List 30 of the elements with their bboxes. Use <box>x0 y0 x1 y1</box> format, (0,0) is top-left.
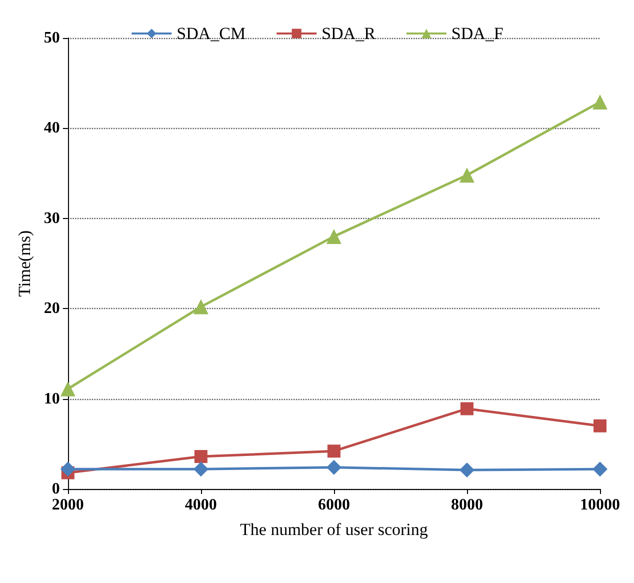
point <box>459 168 474 183</box>
y-tick-label: 0 <box>52 480 60 498</box>
point <box>60 381 76 396</box>
x-tick-label: 4000 <box>184 496 217 514</box>
x-axis-title: The number of user scoring <box>240 520 428 539</box>
x-tick-label: 8000 <box>450 496 483 514</box>
x-tick-label: 2000 <box>52 496 84 514</box>
point <box>193 299 208 314</box>
y-tick-label: 10 <box>44 390 60 408</box>
y-tick-label: 30 <box>44 210 60 227</box>
point <box>327 444 340 458</box>
point <box>193 462 208 477</box>
legend-label: SDA_F <box>451 24 504 43</box>
y-tick-label: 20 <box>44 300 60 318</box>
point <box>194 450 208 464</box>
y-tick-label: 50 <box>44 30 60 46</box>
legend-label: SDA_R <box>322 24 376 43</box>
point <box>459 462 474 478</box>
y-axis-title: Time(ms) <box>15 230 34 297</box>
x-tick-label: 10000 <box>580 496 620 514</box>
point <box>592 462 608 477</box>
point <box>594 419 606 432</box>
x-tick-label: 6000 <box>318 496 350 514</box>
legend-label: SDA_CM <box>176 24 246 43</box>
point <box>326 228 342 244</box>
point <box>60 462 76 477</box>
point <box>460 402 474 416</box>
y-tick-label: 40 <box>44 120 60 137</box>
point <box>326 460 342 475</box>
point <box>592 94 608 110</box>
